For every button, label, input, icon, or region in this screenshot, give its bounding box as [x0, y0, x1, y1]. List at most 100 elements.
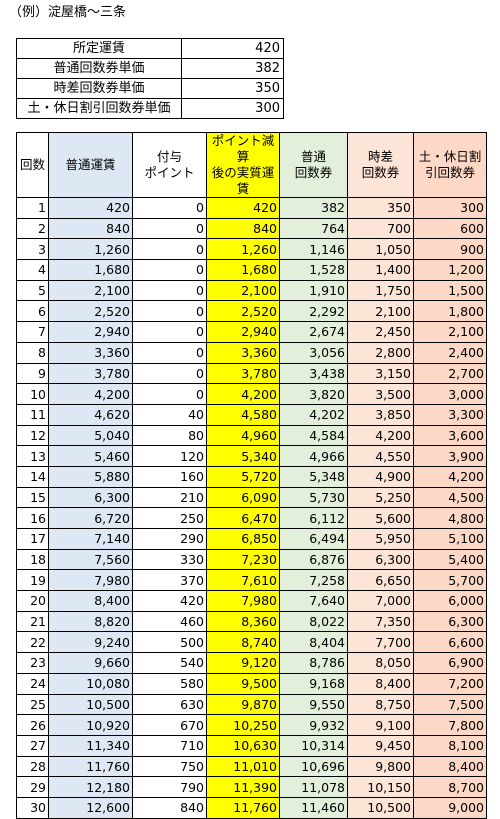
cell-regular-fare: 2,520: [48, 300, 133, 323]
cell-regular-coupon: 2,292: [279, 300, 348, 323]
cell-count: 18: [16, 548, 49, 571]
cell-count: 11: [16, 403, 49, 426]
cell-net-fare: 9,500: [206, 672, 280, 695]
cell-regular-fare: 7,140: [48, 528, 133, 550]
cell-points: 40: [132, 403, 207, 426]
table-row: 7 2,940 0 2,940 2,674 2,450 2,100: [16, 321, 487, 343]
cell-holiday-coupon: 6,900: [413, 652, 487, 674]
cell-regular-fare: 12,180: [48, 776, 133, 798]
cell-net-fare: 5,340: [206, 445, 280, 467]
cell-regular-coupon: 9,550: [279, 693, 348, 716]
cell-regular-coupon: 6,876: [279, 548, 348, 571]
table-row: 3 1,260 0 1,260 1,146 1,050 900: [16, 238, 487, 261]
cell-net-fare: 3,780: [206, 362, 280, 385]
cell-holiday-coupon: 5,400: [413, 548, 487, 571]
cell-holiday-coupon: 8,400: [413, 755, 487, 778]
cell-regular-coupon: 5,348: [279, 465, 348, 488]
cell-points: 750: [132, 755, 207, 778]
cell-points: 0: [132, 321, 207, 343]
cell-count: 25: [16, 693, 49, 716]
cell-points: 420: [132, 590, 207, 612]
table-row: 11 4,620 40 4,580 4,202 3,850 3,300: [16, 403, 487, 426]
cell-holiday-coupon: 2,400: [413, 341, 487, 364]
cell-regular-coupon: 4,966: [279, 445, 348, 467]
cell-net-fare: 420: [206, 197, 280, 219]
summary-row: 所定運賃 420: [16, 38, 284, 59]
cell-net-fare: 10,630: [206, 734, 280, 757]
cell-holiday-coupon: 600: [413, 217, 487, 240]
cell-points: 580: [132, 672, 207, 695]
summary-label: 所定運賃: [16, 38, 182, 59]
cell-regular-coupon: 11,460: [279, 796, 348, 819]
header-holiday-line2: 引回数券: [424, 165, 475, 180]
table-row: 15 6,300 210 6,090 5,730 5,250 4,500: [16, 486, 487, 509]
cell-count: 28: [16, 755, 49, 778]
cell-net-fare: 2,100: [206, 279, 280, 302]
cell-regular-coupon: 10,696: [279, 755, 348, 778]
cell-points: 0: [132, 300, 207, 323]
cell-offpeak-coupon: 8,050: [347, 652, 414, 674]
cell-regular-coupon: 1,528: [279, 259, 348, 281]
cell-net-fare: 5,720: [206, 465, 280, 488]
table-row: 4 1,680 0 1,680 1,528 1,400 1,200: [16, 259, 487, 281]
cell-count: 29: [16, 776, 49, 798]
cell-holiday-coupon: 7,200: [413, 672, 487, 695]
cell-holiday-coupon: 300: [413, 197, 487, 219]
cell-regular-fare: 1,260: [48, 238, 133, 261]
header-net-line1: ポイント減算: [211, 133, 275, 165]
table-row: 28 11,760 750 11,010 10,696 9,800 8,400: [16, 755, 487, 778]
cell-holiday-coupon: 4,800: [413, 507, 487, 529]
table-row: 10 4,200 0 4,200 3,820 3,500 3,000: [16, 383, 487, 405]
cell-offpeak-coupon: 1,050: [347, 238, 414, 261]
cell-offpeak-coupon: 3,500: [347, 383, 414, 405]
cell-offpeak-coupon: 9,450: [347, 734, 414, 757]
cell-regular-coupon: 6,112: [279, 507, 348, 529]
table-row: 23 9,660 540 9,120 8,786 8,050 6,900: [16, 652, 487, 674]
cell-offpeak-coupon: 1,400: [347, 259, 414, 281]
table-row: 19 7,980 370 7,610 7,258 6,650 5,700: [16, 569, 487, 592]
cell-holiday-coupon: 2,700: [413, 362, 487, 385]
cell-net-fare: 8,360: [206, 610, 280, 633]
cell-points: 630: [132, 693, 207, 716]
header-offpeak-line2: 回数券: [361, 165, 400, 180]
cell-regular-fare: 9,660: [48, 652, 133, 674]
cell-count: 30: [16, 796, 49, 819]
cell-regular-coupon: 10,314: [279, 734, 348, 757]
table-body: 1 420 0 420 382 350 300 2 840 0 840 764 700 600 3 1,260…: [16, 197, 487, 819]
header-points: 付与 ポイント: [132, 132, 207, 198]
cell-count: 7: [16, 321, 49, 343]
cell-points: 290: [132, 528, 207, 550]
cell-net-fare: 7,610: [206, 569, 280, 592]
cell-regular-fare: 10,080: [48, 672, 133, 695]
cell-holiday-coupon: 6,000: [413, 590, 487, 612]
cell-net-fare: 9,120: [206, 652, 280, 674]
cell-count: 17: [16, 528, 49, 550]
table-row: 12 5,040 80 4,960 4,584 4,200 3,600: [16, 424, 487, 447]
cell-regular-coupon: 7,640: [279, 590, 348, 612]
cell-holiday-coupon: 9,000: [413, 796, 487, 819]
header-offpeak-line1: 時差: [367, 149, 393, 164]
summary-label: 時差回数券単価: [16, 78, 182, 99]
cell-offpeak-coupon: 2,800: [347, 341, 414, 364]
cell-count: 6: [16, 300, 49, 323]
cell-regular-fare: 420: [48, 197, 133, 219]
cell-offpeak-coupon: 2,100: [347, 300, 414, 323]
summary-value: 420: [181, 38, 284, 59]
cell-net-fare: 4,200: [206, 383, 280, 405]
cell-points: 210: [132, 486, 207, 509]
cell-net-fare: 11,760: [206, 796, 280, 819]
cell-regular-coupon: 4,202: [279, 403, 348, 426]
table-row: 18 7,560 330 7,230 6,876 6,300 5,400: [16, 548, 487, 571]
cell-regular-fare: 8,820: [48, 610, 133, 633]
cell-holiday-coupon: 5,700: [413, 569, 487, 592]
cell-regular-fare: 7,560: [48, 548, 133, 571]
cell-regular-fare: 4,620: [48, 403, 133, 426]
summary-value: 300: [181, 98, 284, 119]
cell-regular-fare: 12,600: [48, 796, 133, 819]
cell-regular-fare: 11,340: [48, 734, 133, 757]
summary-label: 普通回数券単価: [16, 58, 182, 79]
cell-count: 2: [16, 217, 49, 240]
cell-regular-fare: 2,940: [48, 321, 133, 343]
summary-label: 土・休日割引回数券単価: [16, 98, 182, 119]
cell-points: 500: [132, 631, 207, 654]
